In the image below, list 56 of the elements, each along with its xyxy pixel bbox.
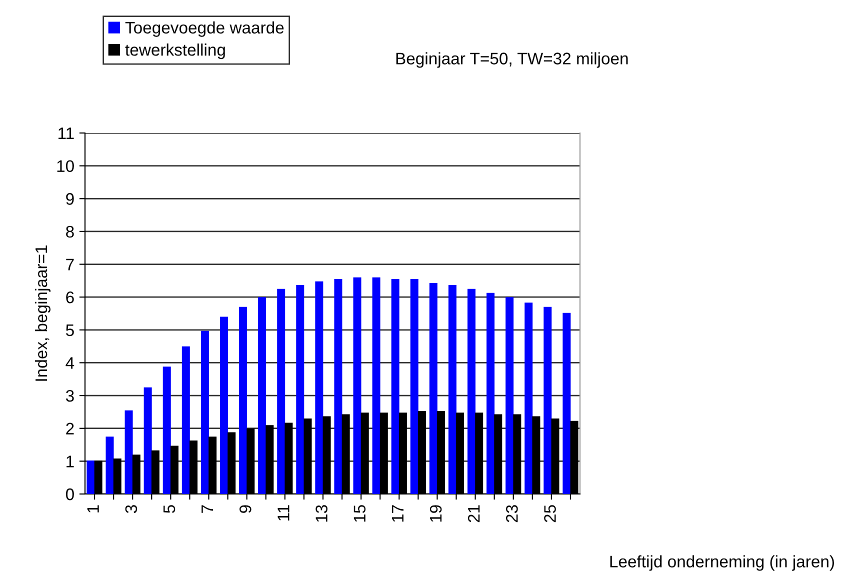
y-tick-label: 6: [66, 291, 74, 304]
x-tick-label: 15: [354, 505, 366, 522]
legend-label: tewerkstelling: [125, 44, 225, 60]
bar: [182, 346, 190, 494]
y-tick-label: 0: [66, 488, 74, 500]
x-tick-label: 1: [87, 505, 99, 512]
bar: [467, 288, 476, 494]
bar: [429, 282, 438, 494]
y-tick-label: 9: [66, 193, 74, 205]
y-tick-label: 11: [58, 128, 74, 140]
bar: [296, 284, 304, 494]
bar: [220, 316, 228, 494]
bar: [391, 279, 400, 494]
bar: [162, 366, 171, 494]
x-tick-label: 19: [430, 505, 442, 522]
x-tick-label: 23: [506, 505, 518, 522]
bar: [486, 292, 495, 494]
bar: [334, 279, 342, 494]
y-axis-title: Index, beginjaar=1: [34, 246, 50, 381]
y-tick-label: 2: [66, 422, 74, 434]
y-tick-label: 8: [66, 226, 74, 238]
bar: [106, 436, 114, 494]
y-tick-label: 10: [57, 160, 74, 172]
x-tick-label: 7: [202, 505, 214, 513]
x-tick-label: 21: [468, 505, 480, 522]
bar: [124, 410, 133, 494]
y-tick-label: 1: [66, 456, 74, 468]
x-tick-label: 11: [278, 505, 290, 520]
y-tick-label: 4: [66, 357, 74, 369]
legend-label: Toegevoegde waarde: [125, 21, 284, 37]
x-tick-label: 25: [544, 505, 556, 522]
bar: [562, 312, 571, 494]
bar: [524, 302, 533, 494]
bar: [372, 277, 380, 494]
x-tick-label: 3: [125, 505, 138, 514]
x-tick-label: 17: [392, 505, 404, 522]
bar: [239, 306, 248, 494]
bar: [277, 288, 286, 494]
bar: [353, 277, 362, 494]
x-axis-title: Leeftijd onderneming (in jaren): [610, 555, 834, 571]
y-tick-label: 5: [66, 324, 74, 336]
bar: [86, 460, 95, 494]
bar: [258, 297, 266, 494]
y-tick-label: 3: [66, 390, 74, 402]
bar: [315, 281, 324, 494]
bar: [448, 284, 456, 494]
bar: [544, 306, 552, 494]
y-tick-label: 7: [66, 258, 74, 270]
x-tick-label: 13: [316, 505, 328, 522]
x-tick-label: 9: [240, 505, 252, 513]
bar: [410, 279, 418, 494]
bar: [506, 297, 514, 494]
bar: [144, 387, 152, 494]
x-tick-label: 5: [164, 505, 176, 514]
chart-subtitle: Beginjaar T=50, TW=32 miljoen: [396, 52, 628, 68]
bar: [200, 330, 209, 494]
